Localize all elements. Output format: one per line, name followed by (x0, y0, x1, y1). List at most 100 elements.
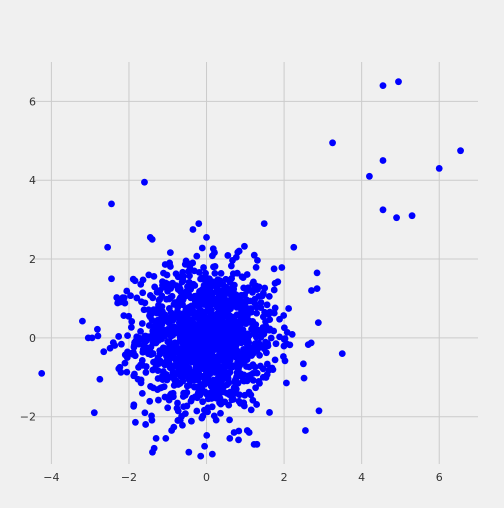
cluster-point (109, 339, 117, 347)
x-tick-label: 4 (358, 471, 365, 484)
cluster-point (211, 386, 218, 394)
cluster-point (145, 271, 153, 279)
cluster-point (166, 259, 174, 267)
cluster-point (211, 329, 219, 337)
data-point (313, 285, 321, 293)
data-point (104, 243, 112, 251)
cluster-point (246, 374, 253, 382)
cluster-point (220, 293, 228, 301)
cluster-point (263, 360, 271, 368)
data-point (162, 434, 170, 442)
cluster-point (164, 348, 172, 356)
data-point (290, 243, 298, 251)
cluster-point (172, 356, 179, 363)
cluster-point (270, 286, 278, 294)
cluster-point (198, 244, 206, 252)
cluster-point (224, 369, 232, 376)
cluster-point (121, 299, 129, 307)
cluster-point (260, 345, 268, 353)
cluster-point (183, 291, 191, 299)
cluster-point (128, 318, 136, 325)
cluster-point (166, 342, 174, 350)
cluster-point (150, 358, 157, 366)
cluster-point (127, 323, 135, 331)
cluster-point (263, 301, 271, 309)
data-point (243, 427, 251, 434)
cluster-point (200, 264, 207, 271)
cluster-point (141, 409, 149, 417)
cluster-point (147, 383, 154, 390)
cluster-point (269, 366, 277, 374)
cluster-point (259, 365, 267, 373)
cluster-point (227, 262, 235, 270)
cluster-point (193, 407, 201, 415)
cluster-point (208, 306, 215, 314)
cluster-point (185, 448, 193, 456)
cluster-point (229, 270, 237, 278)
cluster-point (196, 291, 203, 299)
cluster-point (254, 340, 262, 347)
cluster-point (79, 317, 86, 325)
cluster-point (250, 251, 258, 259)
y-tick-label: 0 (29, 332, 36, 345)
cluster-point (208, 252, 216, 260)
cluster-point (249, 318, 257, 325)
data-point (150, 444, 158, 452)
cluster-point (257, 304, 265, 312)
data-point (315, 407, 323, 415)
cluster-point (238, 304, 246, 312)
cluster-point (200, 324, 208, 332)
cluster-point (270, 265, 278, 273)
y-tick-label: 6 (29, 95, 36, 108)
data-point (379, 206, 387, 214)
cluster-point (255, 377, 263, 385)
cluster-point (222, 362, 229, 370)
cluster-point (179, 421, 186, 429)
cluster-point (201, 299, 208, 307)
cluster-point (198, 347, 206, 355)
cluster-point (222, 275, 230, 283)
cluster-point (131, 277, 139, 285)
cluster-point (142, 369, 150, 376)
cluster-point (225, 348, 233, 356)
cluster-point (216, 383, 224, 390)
data-point (253, 440, 261, 448)
cluster-point (123, 287, 131, 295)
cluster-point (227, 362, 234, 370)
cluster-point (217, 308, 225, 315)
data-point (208, 450, 216, 458)
cluster-point (192, 370, 200, 378)
cluster-point (200, 373, 207, 381)
cluster-point (171, 323, 178, 331)
cluster-point (266, 325, 274, 333)
cluster-point (259, 324, 267, 331)
cluster-point (239, 274, 247, 282)
data-point (338, 350, 346, 358)
cluster-point (194, 376, 202, 384)
cluster-point (232, 380, 240, 388)
cluster-point (132, 339, 140, 347)
x-tick-label: 2 (281, 471, 288, 484)
cluster-point (251, 295, 259, 303)
y-tick-label: −2 (20, 411, 36, 424)
x-tick-label: 6 (436, 471, 443, 484)
cluster-point (156, 322, 164, 330)
y-tick-label: 4 (29, 174, 36, 187)
cluster-point (216, 366, 223, 373)
data-point (435, 165, 443, 172)
cluster-point (241, 391, 249, 399)
cluster-point (280, 312, 288, 319)
cluster-point (227, 296, 234, 304)
cluster-point (217, 344, 225, 352)
cluster-point (262, 318, 269, 326)
cluster-point (314, 319, 322, 327)
cluster-point (125, 312, 133, 320)
cluster-point (242, 296, 250, 303)
data-point (379, 157, 387, 164)
cluster-point (209, 245, 217, 253)
cluster-point (243, 363, 250, 370)
cluster-point (190, 267, 198, 275)
cluster-point (114, 299, 122, 307)
data-point (203, 233, 210, 241)
